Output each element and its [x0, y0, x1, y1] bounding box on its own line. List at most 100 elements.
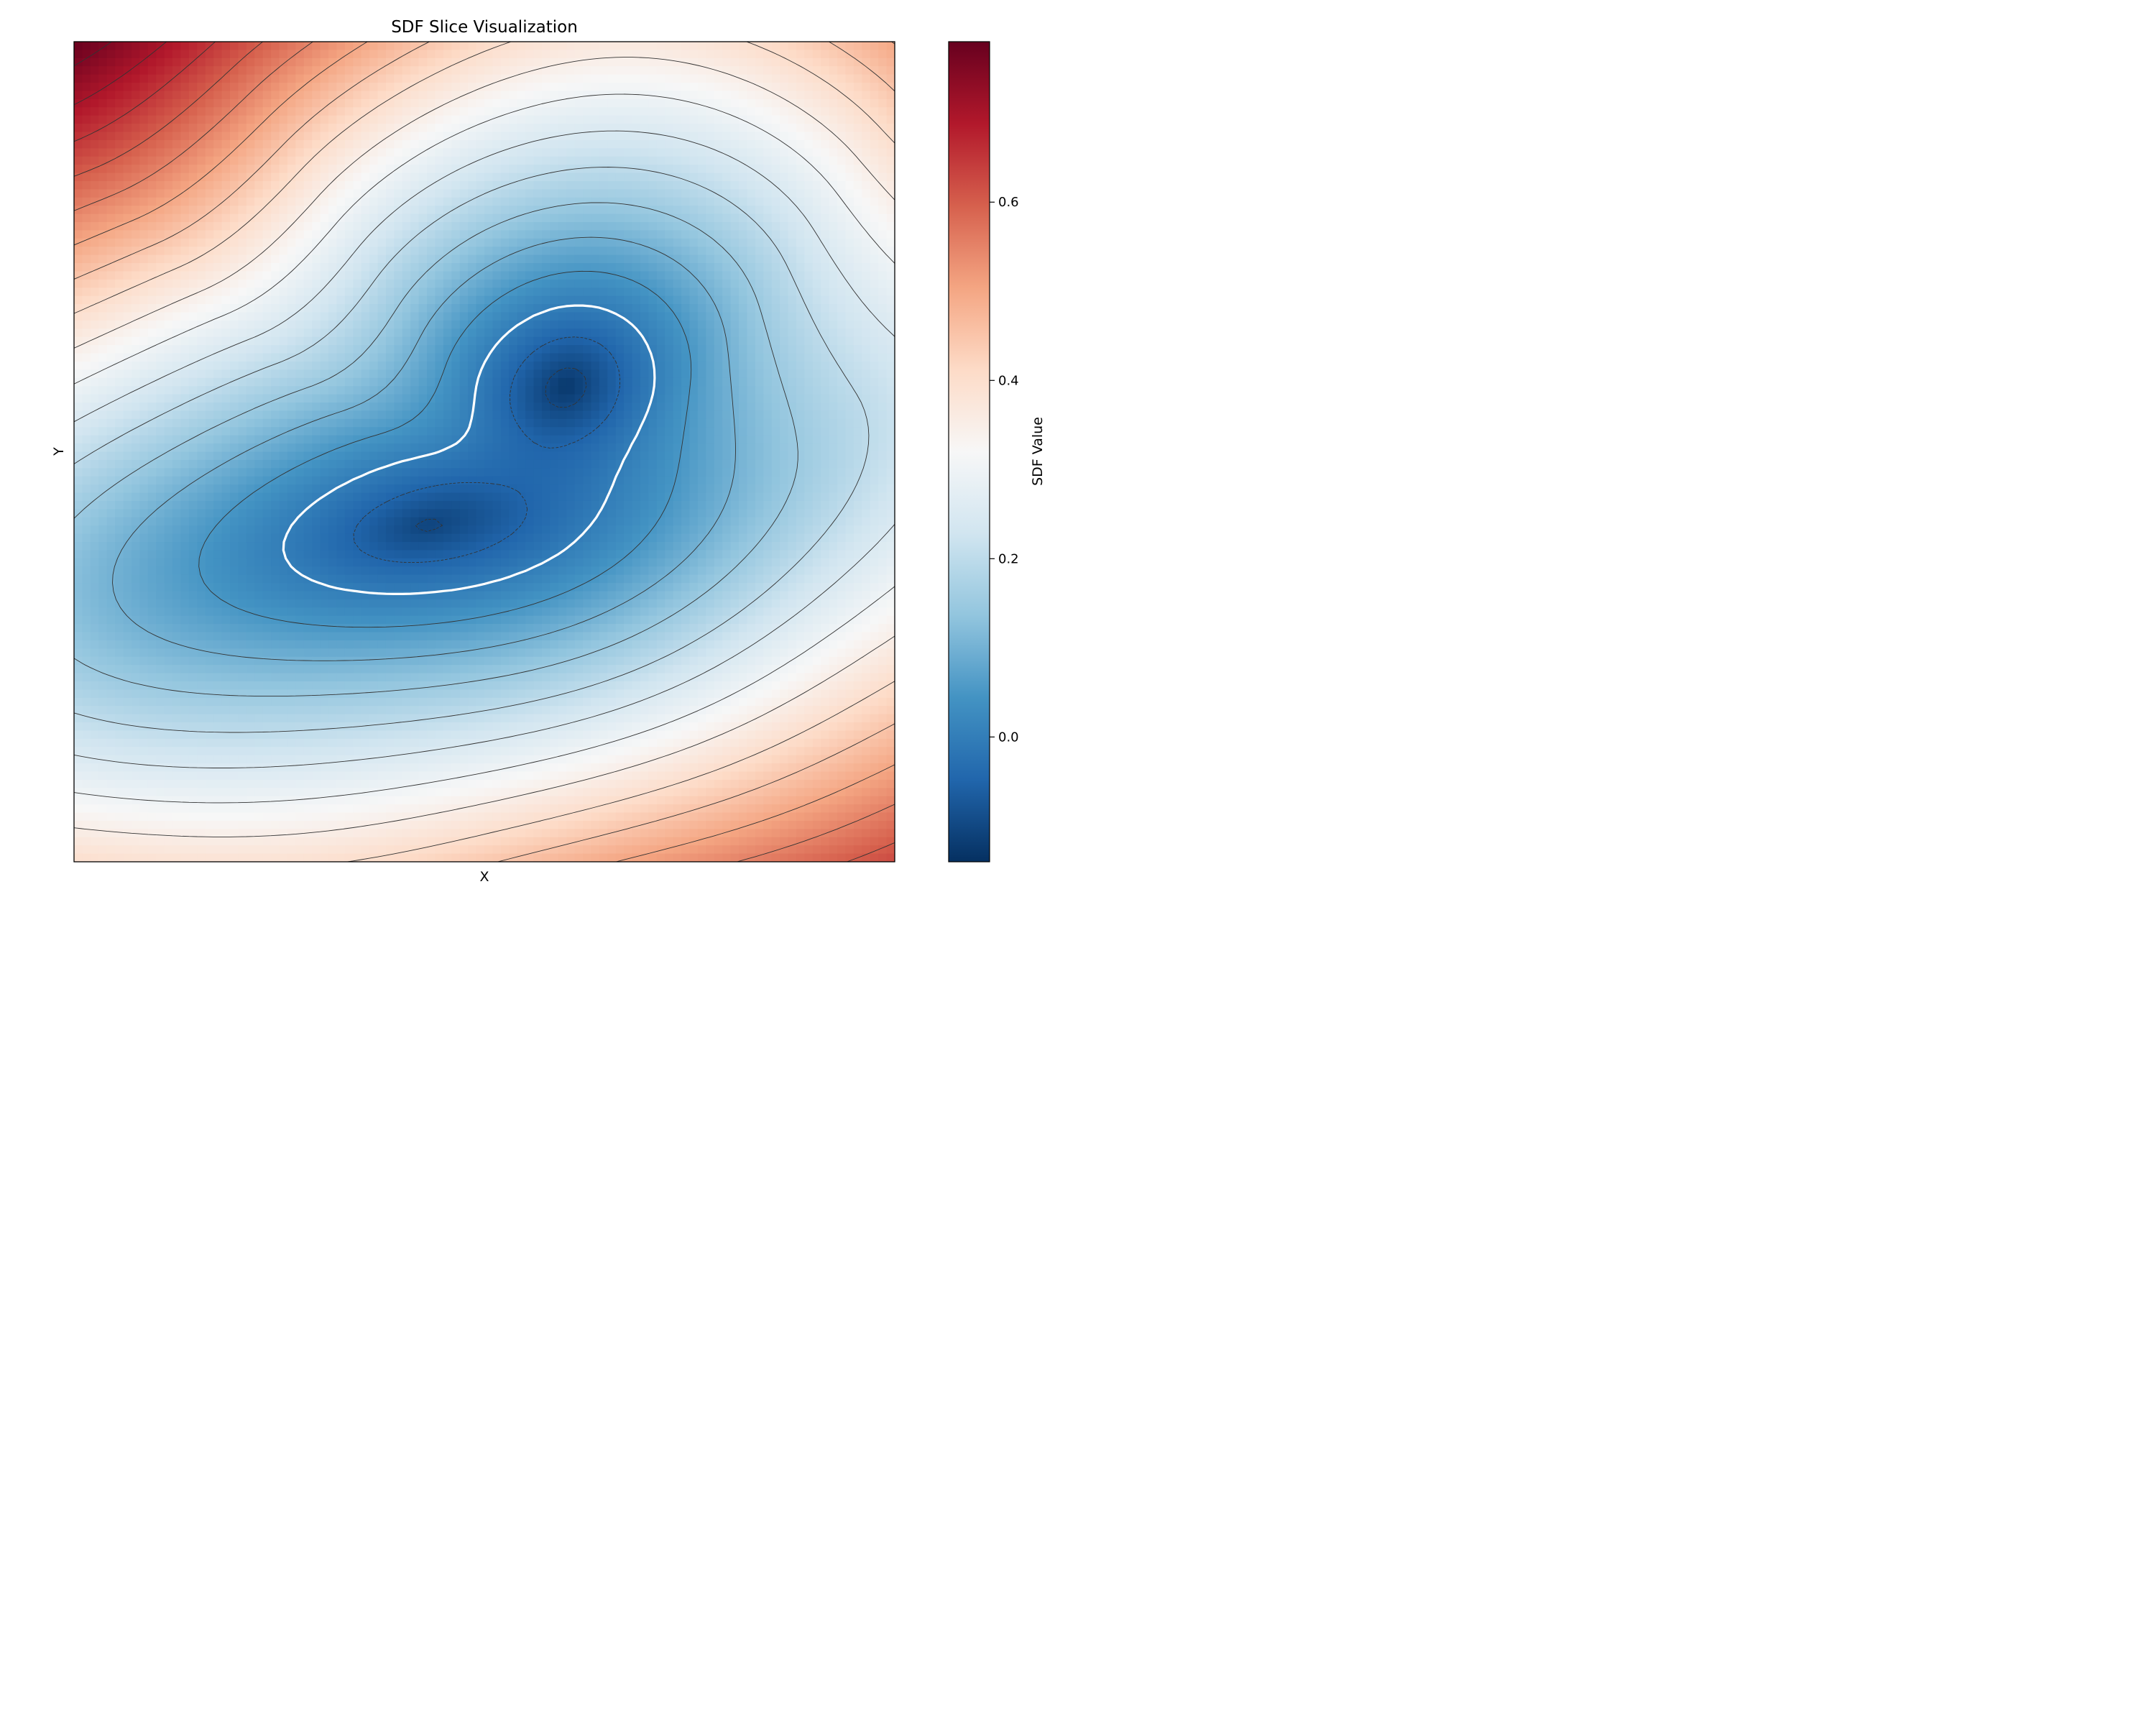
heatmap-cell: [188, 42, 198, 51]
heatmap-cell: [418, 312, 428, 321]
heatmap-cell: [295, 295, 305, 305]
heatmap-cell: [164, 180, 173, 190]
heatmap-cell: [771, 443, 780, 453]
heatmap-cell: [221, 427, 231, 436]
heatmap-cell: [681, 288, 691, 297]
heatmap-cell: [796, 386, 805, 395]
heatmap-cell: [238, 50, 247, 59]
heatmap-cell: [98, 74, 108, 83]
heatmap-cell: [886, 124, 895, 133]
heatmap-cell: [541, 230, 550, 239]
heatmap-cell: [484, 107, 494, 116]
heatmap-cell: [780, 353, 789, 362]
heatmap-cell: [730, 345, 740, 354]
heatmap-cell: [468, 148, 477, 157]
heatmap-cell: [262, 271, 272, 280]
heatmap-cell: [492, 222, 502, 231]
heatmap-cell: [763, 172, 773, 182]
heatmap-cell: [254, 58, 264, 67]
heatmap-cell: [459, 271, 469, 280]
heatmap-cell: [550, 247, 559, 256]
heatmap-cell: [180, 418, 190, 428]
heatmap-cell: [459, 312, 469, 321]
heatmap-cell: [98, 230, 108, 239]
heatmap-cell: [714, 336, 723, 346]
heatmap-cell: [221, 312, 231, 321]
heatmap-cell: [870, 115, 879, 124]
heatmap-cell: [221, 74, 231, 83]
heatmap-cell: [353, 435, 362, 444]
heatmap-cell: [82, 435, 91, 444]
heatmap-cell: [172, 386, 182, 395]
heatmap-cell: [640, 295, 649, 305]
heatmap-cell: [90, 254, 99, 264]
heatmap-cell: [139, 74, 149, 83]
heatmap-cell: [115, 377, 124, 387]
heatmap-cell: [435, 139, 444, 149]
heatmap-cell: [164, 271, 173, 280]
heatmap-cell: [681, 139, 691, 149]
heatmap-cell: [714, 394, 723, 403]
heatmap-cell: [246, 66, 255, 75]
heatmap-cell: [574, 148, 584, 157]
heatmap-cell: [131, 91, 140, 100]
heatmap-cell: [246, 115, 255, 124]
heatmap-cell: [402, 180, 411, 190]
heatmap-cell: [205, 427, 214, 436]
heatmap-cell: [320, 263, 329, 272]
heatmap-cell: [164, 410, 173, 420]
heatmap-cell: [418, 139, 428, 149]
heatmap-cell: [583, 189, 592, 198]
heatmap-cell: [500, 42, 510, 51]
heatmap-cell: [443, 50, 452, 59]
heatmap-cell: [673, 377, 682, 387]
heatmap-cell: [796, 42, 805, 51]
heatmap-cell: [213, 435, 223, 444]
heatmap-cell: [632, 206, 641, 215]
heatmap-cell: [747, 328, 756, 338]
heatmap-cell: [443, 377, 452, 387]
heatmap-cell: [812, 304, 821, 313]
heatmap-cell: [648, 139, 658, 149]
heatmap-cell: [739, 139, 748, 149]
heatmap-cell: [533, 427, 543, 436]
heatmap-cell: [106, 336, 116, 346]
heatmap-cell: [295, 394, 305, 403]
heatmap-cell: [188, 238, 198, 247]
heatmap-cell: [246, 213, 255, 223]
heatmap-cell: [427, 197, 436, 206]
heatmap-cell: [739, 427, 748, 436]
heatmap-cell: [139, 124, 149, 133]
heatmap-cell: [804, 50, 814, 59]
heatmap-cell: [853, 312, 862, 321]
heatmap-cell: [829, 115, 838, 124]
heatmap-cell: [459, 361, 469, 370]
heatmap-cell: [254, 304, 264, 313]
heatmap-cell: [722, 427, 732, 436]
heatmap-cell: [369, 139, 379, 149]
heatmap-cell: [476, 91, 485, 100]
heatmap-cell: [870, 247, 879, 256]
heatmap-cell: [213, 361, 223, 370]
heatmap-cell: [845, 288, 854, 297]
heatmap-cell: [74, 42, 83, 51]
heatmap-cell: [287, 213, 296, 223]
heatmap-cell: [656, 336, 665, 346]
heatmap-cell: [829, 230, 838, 239]
heatmap-cell: [763, 91, 773, 100]
heatmap-cell: [788, 238, 797, 247]
heatmap-cell: [796, 197, 805, 206]
heatmap-cell: [853, 107, 862, 116]
heatmap-cell: [599, 263, 608, 272]
heatmap-cell: [459, 180, 469, 190]
heatmap-cell: [492, 254, 502, 264]
heatmap-cell: [870, 304, 879, 313]
heatmap-cell: [886, 304, 895, 313]
heatmap-cell: [344, 107, 354, 116]
heatmap-cell: [262, 238, 272, 247]
heatmap-cell: [410, 312, 420, 321]
heatmap-cell: [747, 206, 756, 215]
heatmap-cell: [632, 336, 641, 346]
heatmap-cell: [164, 189, 173, 198]
heatmap-cell: [492, 353, 502, 362]
